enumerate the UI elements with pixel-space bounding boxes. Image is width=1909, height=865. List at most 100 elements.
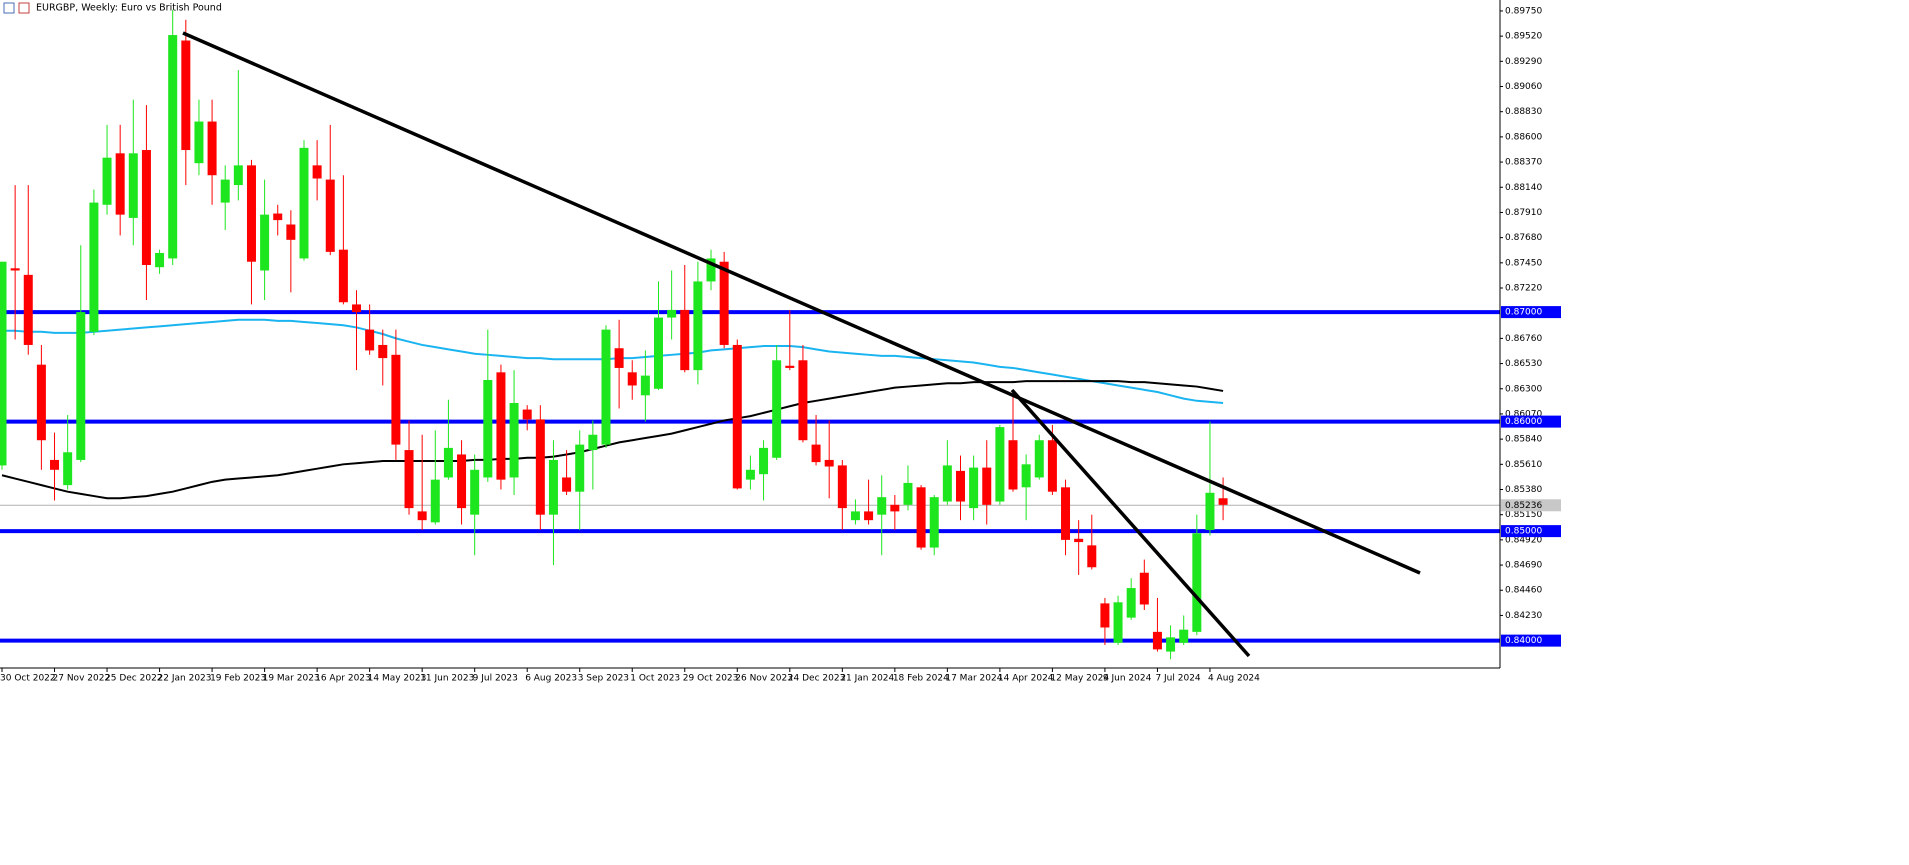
candle-body (299, 147, 309, 259)
candle-body (1126, 588, 1136, 618)
x-tick-label: 21 Jan 2024 (840, 674, 894, 684)
candle-body (1074, 538, 1084, 543)
candle-body (141, 150, 151, 266)
icon (3, 2, 15, 14)
candle-body (273, 213, 283, 221)
x-tick-label: 30 Oct 2022 (0, 674, 56, 684)
candle-body (23, 274, 33, 345)
candle-body (1113, 602, 1123, 643)
title-icons (3, 2, 30, 14)
y-tick-label: 0.86300 (1505, 384, 1542, 394)
x-tick-label: 7 Jul 2024 (1155, 674, 1200, 684)
candle-body (1061, 487, 1071, 540)
candle-body (667, 309, 677, 318)
candle-body (693, 281, 703, 371)
candle-body (955, 470, 965, 502)
candle-body (312, 165, 322, 179)
candle-body (1205, 492, 1215, 531)
level-label: 0.86000 (1505, 417, 1542, 427)
candle-body (89, 202, 99, 332)
candle-body (562, 477, 572, 492)
candle-body (155, 252, 165, 268)
chart-title: EURGBP, Weekly: Euro vs British Pound (36, 3, 222, 14)
level-label-box (1501, 415, 1561, 428)
x-tick-label: 6 Aug 2023 (525, 674, 577, 684)
candle-body (614, 348, 624, 368)
candle-body (719, 261, 729, 345)
y-tick-label: 0.89520 (1505, 32, 1542, 42)
candle-body (338, 249, 348, 303)
candle-body (772, 360, 782, 458)
candle-body (1152, 631, 1162, 650)
candle-body (942, 465, 952, 502)
y-tick-label: 0.87680 (1505, 233, 1542, 243)
y-tick-label: 0.89290 (1505, 57, 1542, 67)
y-tick-label: 0.85380 (1505, 485, 1542, 495)
candle-body (443, 447, 453, 478)
candle-body (181, 40, 191, 151)
x-tick-label: 27 Nov 2022 (53, 674, 111, 684)
candle-body (128, 153, 138, 218)
candle-body (864, 511, 874, 521)
candle-body (929, 497, 939, 548)
candle-body (352, 304, 362, 313)
x-tick-label: 29 Oct 2023 (683, 674, 739, 684)
candle-body (640, 375, 650, 396)
background (0, 0, 1563, 686)
candle-body (759, 447, 769, 475)
y-tick-label: 0.84690 (1505, 561, 1542, 571)
level-label: 0.84000 (1505, 636, 1542, 646)
candle-body (50, 459, 60, 470)
y-tick-label: 0.84920 (1505, 535, 1542, 545)
candle-body (811, 444, 821, 463)
candle-body (1179, 629, 1189, 643)
y-tick-label: 0.88600 (1505, 132, 1542, 142)
candle-body (1218, 498, 1228, 505)
y-tick-label: 0.89060 (1505, 82, 1542, 92)
candle-body (982, 467, 992, 505)
current-price-box (1501, 499, 1561, 512)
candle-body (233, 165, 243, 186)
level-label-box (1501, 525, 1561, 538)
candle-body (194, 121, 204, 164)
candle-body (76, 312, 86, 460)
candle-body (168, 35, 178, 259)
candle-body (1008, 440, 1018, 490)
y-tick-label: 0.86760 (1505, 334, 1542, 344)
trend-line (1010, 388, 1251, 658)
x-tick-label: 26 Nov 2023 (735, 674, 793, 684)
x-tick-label: 24 Dec 2023 (788, 674, 846, 684)
x-tick-label: 9 Jul 2023 (473, 674, 518, 684)
chart: EURGBP, Weekly: Euro vs British Pound 0.… (0, 0, 1563, 686)
candle-body (850, 511, 860, 521)
trend-lines (182, 31, 1421, 658)
level-label: 0.87000 (1505, 308, 1542, 318)
candle-body (824, 459, 834, 467)
candle-body (260, 214, 270, 271)
candle-body (548, 459, 558, 515)
y-tick-label: 0.88140 (1505, 183, 1542, 193)
candle-body (102, 157, 112, 205)
y-tick-label: 0.87220 (1505, 284, 1542, 294)
candle-body (732, 344, 742, 489)
candle-body (509, 402, 519, 478)
candle-body (1139, 572, 1149, 605)
candle-body (680, 309, 690, 371)
x-tick-label: 14 May 2023 (368, 674, 427, 684)
candle-body (969, 467, 979, 509)
candle-body (627, 372, 637, 386)
candle-body (1192, 533, 1202, 632)
level-label: 0.85000 (1505, 527, 1542, 537)
level-label-box (1501, 634, 1561, 647)
trend-line (182, 31, 1421, 575)
candle-body (391, 354, 401, 445)
candle-body (286, 224, 296, 240)
x-tick-label: 22 Jan 2023 (158, 674, 212, 684)
candle-body (1021, 464, 1031, 488)
candle-body (483, 379, 493, 478)
candle-body (890, 504, 900, 512)
x-tick-label: 1 Oct 2023 (630, 674, 680, 684)
candle-body (220, 179, 230, 203)
y-tick-label: 0.85150 (1505, 510, 1542, 520)
